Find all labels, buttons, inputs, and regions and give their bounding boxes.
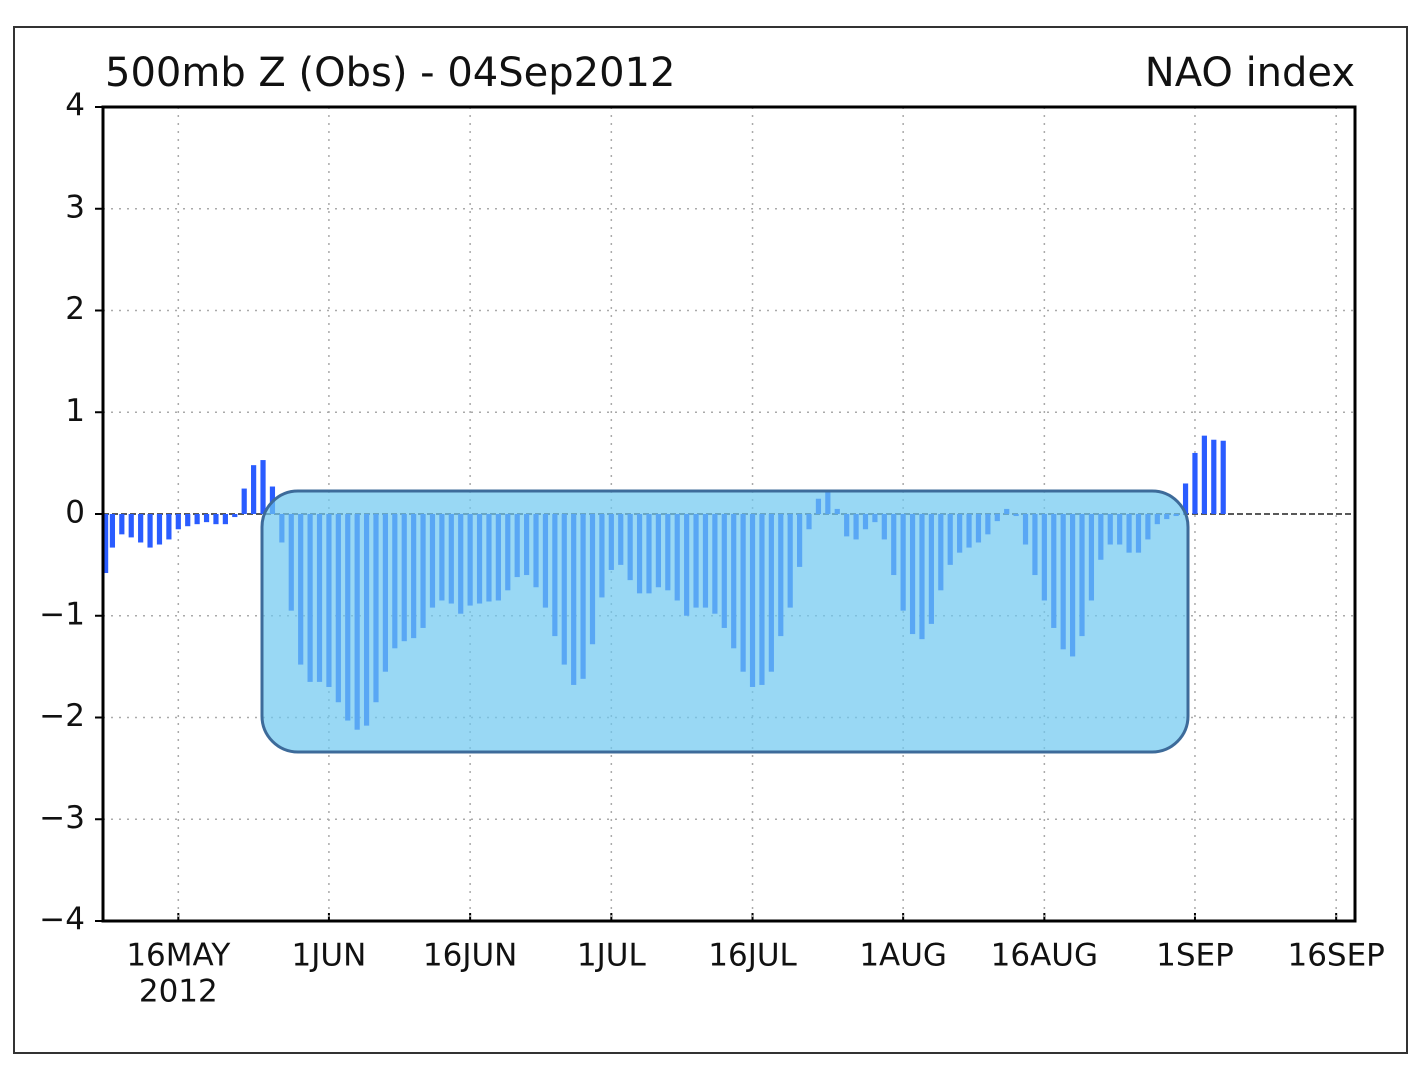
bar <box>222 514 228 525</box>
x-tick-label: 1SEP <box>1156 938 1234 974</box>
bar <box>1211 439 1217 514</box>
y-tick-label: 4 <box>65 88 85 124</box>
x-tick-label: 16SEP <box>1287 938 1384 974</box>
y-tick-label: −1 <box>39 596 85 632</box>
bar <box>251 465 257 514</box>
y-tick-label: 1 <box>65 393 85 429</box>
bar <box>175 514 181 530</box>
x-tick-label: 16AUG <box>991 938 1098 974</box>
y-tick-label: 0 <box>65 495 85 531</box>
bar <box>128 514 134 538</box>
y-tick-label: 3 <box>65 189 85 225</box>
bar <box>1182 483 1189 514</box>
bar <box>138 514 144 543</box>
y-tick-label: −4 <box>39 902 85 938</box>
x-tick-label: 16JUL <box>708 938 797 974</box>
bar <box>232 514 238 518</box>
plot-border <box>101 105 1357 923</box>
x-tick-label: 16JUN <box>423 938 517 974</box>
x-tick-label: 16MAY <box>126 938 230 974</box>
chart-subtitle: NAO index <box>1145 50 1355 96</box>
bar <box>147 514 153 548</box>
x-tick-label: 1JUL <box>577 938 647 974</box>
bar <box>1220 440 1226 514</box>
bar <box>1201 435 1207 514</box>
bar <box>260 460 266 514</box>
bar <box>166 514 172 540</box>
x-tick-label: 1JUN <box>292 938 367 974</box>
bar <box>103 514 109 574</box>
y-tick-label: −2 <box>39 698 85 734</box>
bar <box>109 514 116 548</box>
chart-title: 500mb Z (Obs) - 04Sep2012 <box>105 50 675 96</box>
bar <box>213 514 219 525</box>
bar <box>156 514 163 545</box>
bar <box>241 488 247 514</box>
y-tick-label: 2 <box>65 291 85 327</box>
highlight-box <box>260 489 1190 754</box>
bar <box>185 514 191 527</box>
x-year-label: 2012 <box>139 974 218 1010</box>
x-tick-label: 1AUG <box>859 938 947 974</box>
bar <box>203 514 210 523</box>
y-tick-label: −3 <box>39 800 85 836</box>
bar <box>194 514 200 525</box>
bar <box>119 514 125 535</box>
bar <box>1192 452 1198 514</box>
